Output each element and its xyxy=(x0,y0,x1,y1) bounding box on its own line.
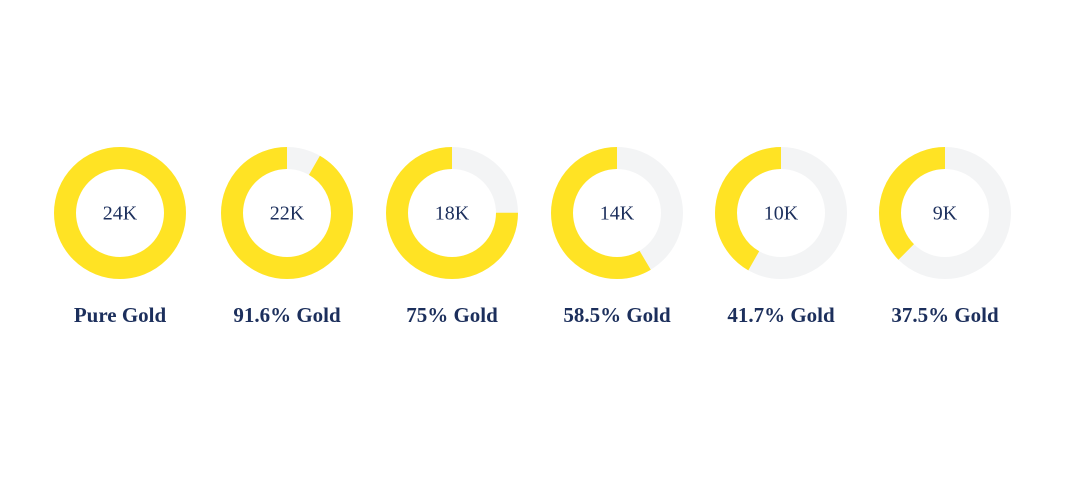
donut-arc xyxy=(551,147,683,279)
donut-caption: 37.5% Gold xyxy=(891,303,999,327)
donut-center-label: 9K xyxy=(933,203,958,225)
donut-arc xyxy=(54,147,186,279)
donut-caption: Pure Gold xyxy=(74,303,167,327)
donut-center-label: 22K xyxy=(270,203,305,225)
donut-arc xyxy=(715,147,847,279)
donut-arc xyxy=(386,147,518,279)
donut-center-label: 14K xyxy=(600,203,635,225)
donut-caption: 58.5% Gold xyxy=(563,303,671,327)
donut-caption: 41.7% Gold xyxy=(727,303,835,327)
donut-center-label: 10K xyxy=(764,203,799,225)
donut-caption: 75% Gold xyxy=(406,303,498,327)
donut-center-label: 24K xyxy=(103,203,138,225)
donut-arc xyxy=(221,147,353,279)
donut-caption: 91.6% Gold xyxy=(233,303,341,327)
donut-arc xyxy=(879,147,1011,279)
donut-center-label: 18K xyxy=(435,203,470,225)
